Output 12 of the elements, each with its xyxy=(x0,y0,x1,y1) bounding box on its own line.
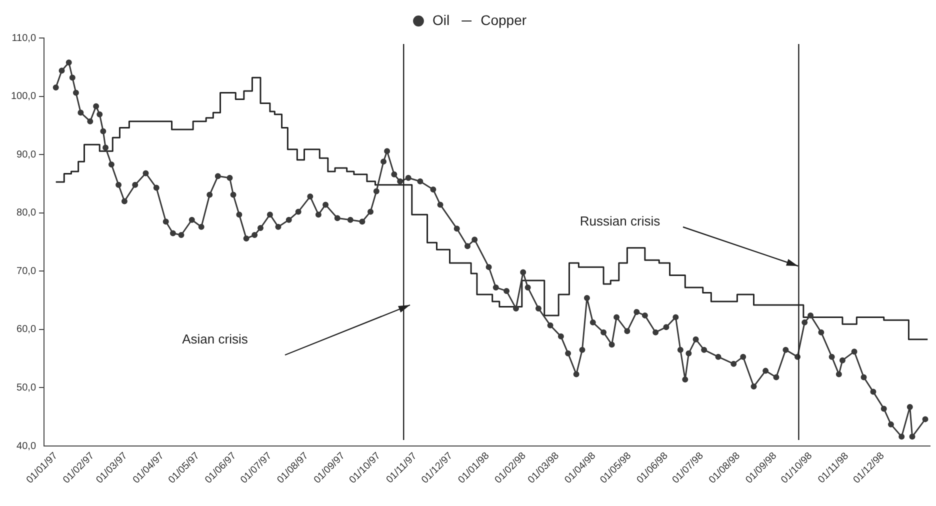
y-tick-label: 100,0 xyxy=(10,91,36,102)
y-tick-label: 50,0 xyxy=(16,382,36,394)
y-tick-label: 80,0 xyxy=(16,208,36,219)
legend-label: Oil xyxy=(432,12,450,28)
y-tick-label: 60,0 xyxy=(16,324,36,336)
annotation: Asian crisis xyxy=(182,332,248,347)
y-tick-label: 40,0 xyxy=(16,440,36,452)
annotation: Russian crisis xyxy=(580,214,661,229)
y-tick-label: 90,0 xyxy=(16,149,36,160)
y-tick-label: 110,0 xyxy=(12,32,36,44)
y-tick-label: 70,0 xyxy=(16,266,36,277)
legend-label: Copper xyxy=(480,12,527,28)
